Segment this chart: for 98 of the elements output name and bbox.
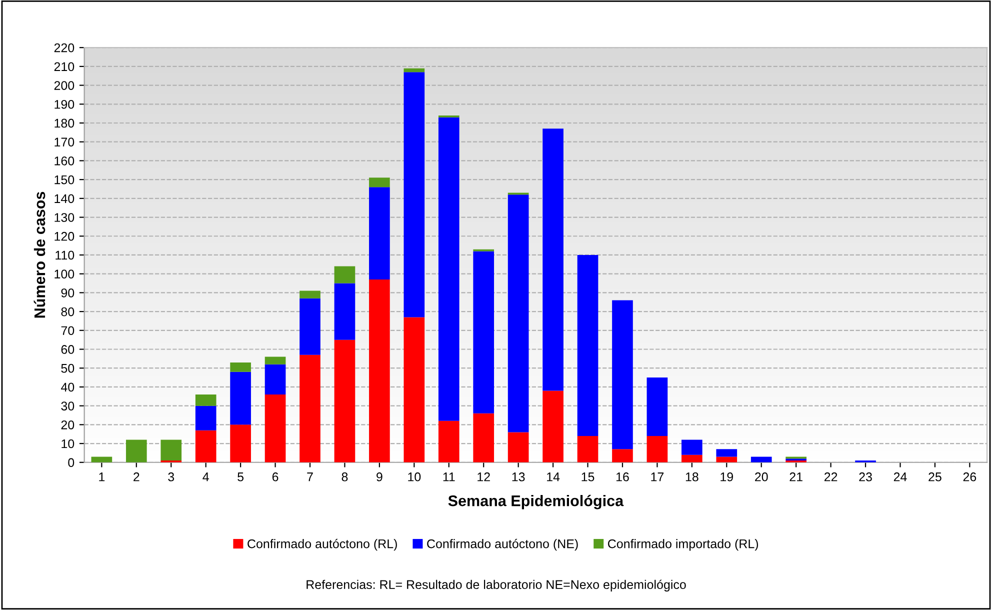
bar	[473, 413, 494, 462]
x-tick-label: 17	[651, 472, 664, 482]
x-axis-title: Semana Epidemiológica	[448, 494, 624, 510]
legend-label: Confirmado importado (RL)	[608, 539, 758, 551]
bar	[577, 436, 598, 462]
y-tick-label: 50	[61, 364, 74, 373]
x-tick-label: 11	[443, 472, 455, 482]
x-tick-label: 26	[963, 472, 976, 482]
y-tick-label: 200	[54, 81, 74, 90]
x-tick-label: 13	[512, 472, 525, 482]
legend-label: Confirmado autóctono (RL)	[248, 538, 397, 551]
bar	[750, 456, 772, 462]
bar	[577, 254, 598, 436]
bar	[195, 430, 216, 462]
x-tick-label: 8	[342, 472, 348, 482]
y-tick-label: 30	[61, 402, 74, 410]
y-tick-label: 220	[54, 43, 74, 52]
y-tick-label: 170	[54, 138, 74, 147]
bar	[646, 378, 668, 436]
bar	[716, 449, 738, 457]
bar	[716, 456, 738, 462]
bar	[334, 340, 356, 462]
x-tick-label: 21	[790, 472, 802, 482]
y-tick-label: 10	[62, 439, 74, 448]
y-tick-label: 100	[54, 270, 74, 278]
x-tick-label: 16	[616, 472, 629, 482]
bar	[230, 424, 251, 462]
y-tick-label: 160	[54, 156, 74, 166]
x-tick-label: 6	[272, 472, 278, 482]
y-tick-label: 80	[61, 307, 74, 316]
y-tick-label: 140	[54, 194, 74, 204]
x-tick-label: 14	[547, 472, 560, 482]
bar	[264, 394, 286, 462]
x-tick-label: 4	[202, 472, 209, 482]
x-tick-label: 2	[134, 472, 140, 482]
bar	[126, 440, 147, 462]
x-tick-label: 18	[686, 472, 698, 482]
y-tick-label: 70	[61, 326, 74, 336]
bar	[404, 68, 425, 72]
bar	[195, 406, 216, 430]
x-tick-label: 24	[894, 472, 907, 482]
y-tick-label: 40	[60, 382, 74, 392]
y-tick-label: 110	[56, 250, 74, 260]
y-tick-label: 210	[54, 62, 74, 72]
bar	[404, 72, 425, 318]
bar	[334, 283, 356, 340]
x-tick-label: 22	[824, 472, 838, 482]
bar	[369, 187, 390, 280]
bar	[300, 354, 320, 462]
bar	[91, 456, 112, 462]
bar	[508, 432, 529, 462]
y-tick-label: 190	[54, 100, 74, 109]
bar	[612, 300, 633, 450]
x-tick-label: 15	[582, 472, 594, 482]
bar	[264, 356, 286, 364]
x-tick-label: 10	[408, 472, 421, 482]
x-tick-label: 25	[928, 472, 942, 482]
y-tick-label: 20	[61, 420, 74, 430]
y-axis-title: Número de casos	[34, 192, 46, 318]
text: Referencias: RL= Resultado de laboratorio NE=Nexo epidemiológico	[306, 580, 686, 592]
y-tick-label: 60	[61, 345, 74, 354]
x-tick-label: 20	[755, 472, 768, 482]
bar	[542, 390, 564, 462]
x-tick-label: 23	[859, 472, 872, 482]
bar	[264, 364, 286, 395]
bar	[682, 454, 702, 462]
x-tick-label: 19	[720, 472, 733, 482]
x-tick-label: 9	[376, 472, 382, 482]
bar	[612, 449, 633, 462]
bar	[369, 178, 390, 188]
bar	[473, 251, 494, 414]
y-tick-label: 0	[68, 458, 74, 468]
y-tick-label: 150	[54, 175, 74, 184]
y-tick-label: 180	[54, 118, 74, 128]
x-tick-label: 12	[478, 472, 490, 482]
bar	[542, 128, 564, 391]
bar	[160, 440, 182, 460]
bar	[438, 420, 460, 462]
bar	[300, 290, 320, 298]
bar	[682, 440, 702, 455]
bar	[369, 279, 390, 462]
bar	[646, 436, 668, 462]
bar	[195, 394, 216, 406]
bar	[230, 372, 251, 425]
bar	[300, 298, 320, 355]
x-tick-label: 1	[99, 472, 105, 482]
bar	[438, 117, 460, 421]
bar	[404, 317, 425, 462]
x-tick-label: 3	[168, 472, 174, 482]
legend-label: Confirmado autóctono (NE)	[427, 538, 578, 551]
bar	[334, 266, 356, 284]
y-tick-label: 130	[54, 213, 74, 222]
y-tick-label: 90	[61, 288, 74, 298]
x-tick-label: 7	[307, 472, 313, 482]
bar	[508, 194, 529, 432]
bar	[230, 362, 251, 372]
x-tick-label: 5	[238, 472, 244, 482]
y-tick-label: 120	[54, 232, 74, 241]
